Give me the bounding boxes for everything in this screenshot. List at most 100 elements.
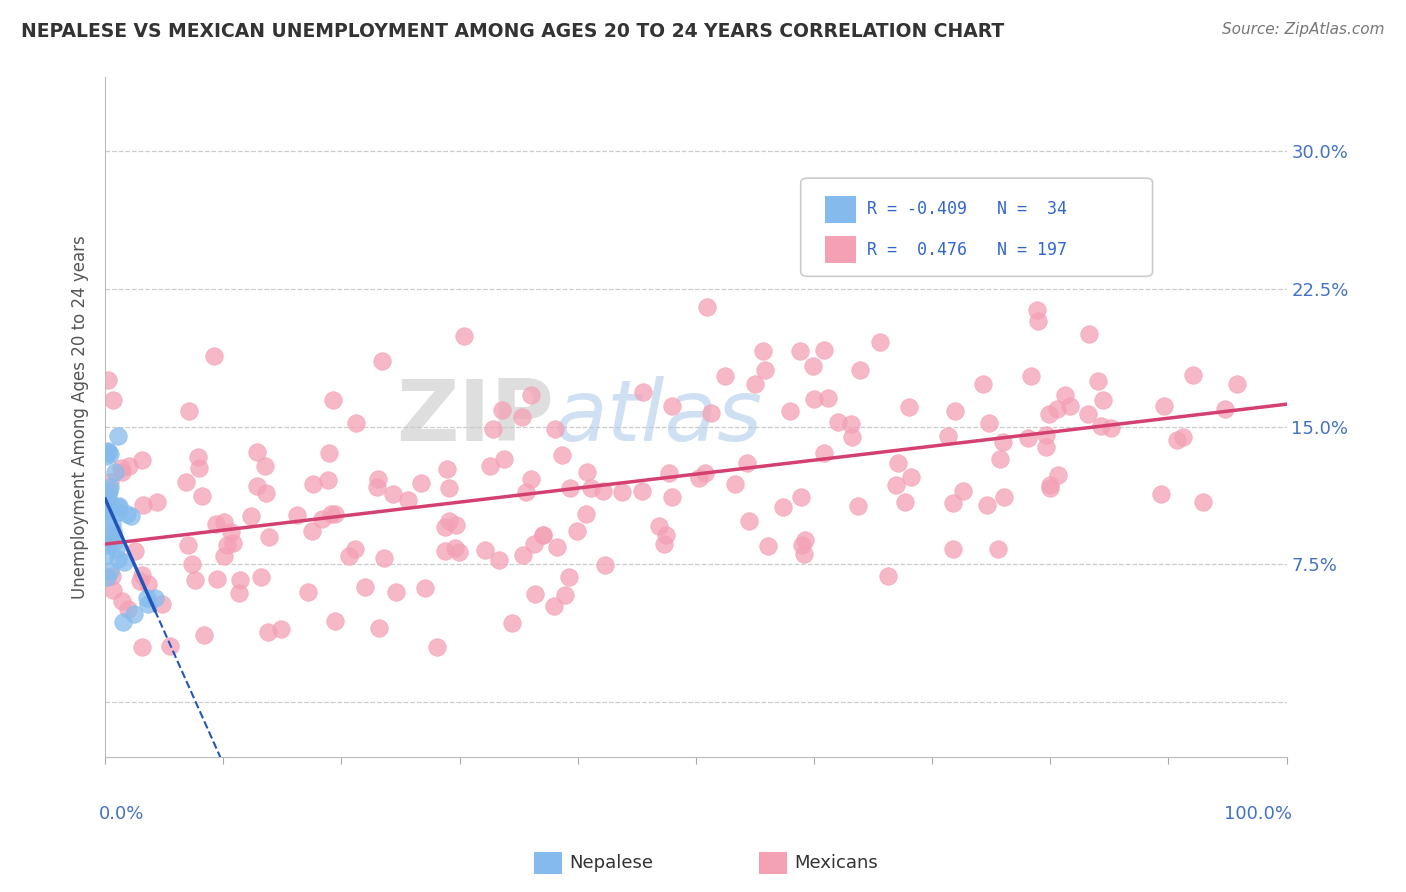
Point	[104, 541, 127, 556]
Point	[103, 392, 125, 407]
Point	[813, 343, 835, 357]
Point	[1150, 486, 1173, 500]
Point	[952, 483, 974, 498]
Point	[302, 476, 325, 491]
Point	[240, 509, 263, 524]
Point	[98, 475, 121, 490]
Point	[143, 591, 166, 605]
Point	[111, 593, 134, 607]
Point	[250, 570, 273, 584]
Point	[436, 462, 458, 476]
Point	[1039, 478, 1062, 492]
Point	[491, 403, 513, 417]
Point	[510, 409, 533, 424]
Point	[433, 543, 456, 558]
Point	[876, 569, 898, 583]
Point	[1192, 495, 1215, 509]
Point	[228, 586, 250, 600]
Point	[96, 548, 118, 562]
Point	[96, 500, 118, 515]
Point	[993, 490, 1015, 504]
Point	[98, 447, 121, 461]
Point	[841, 430, 863, 444]
Point	[107, 500, 129, 514]
Point	[991, 435, 1014, 450]
Point	[444, 518, 467, 533]
Point	[987, 542, 1010, 557]
Point	[790, 538, 813, 552]
Point	[319, 507, 342, 521]
Point	[700, 406, 723, 420]
Point	[543, 599, 565, 614]
Point	[131, 567, 153, 582]
Point	[96, 449, 118, 463]
Point	[661, 490, 683, 504]
Point	[449, 545, 471, 559]
Point	[1039, 481, 1062, 495]
Point	[132, 498, 155, 512]
Point	[648, 519, 671, 533]
Point	[544, 422, 567, 436]
Point	[104, 465, 127, 479]
Point	[515, 484, 537, 499]
Point	[373, 550, 395, 565]
Point	[382, 487, 405, 501]
Point	[97, 490, 120, 504]
Point	[1038, 408, 1060, 422]
Point	[1153, 400, 1175, 414]
Point	[754, 363, 776, 377]
Point	[1087, 374, 1109, 388]
Point	[839, 417, 862, 432]
Point	[111, 465, 134, 479]
Point	[942, 496, 965, 510]
Point	[191, 489, 214, 503]
Point	[159, 639, 181, 653]
Point	[714, 369, 737, 384]
Point	[884, 478, 907, 492]
Point	[898, 400, 921, 414]
Point	[444, 541, 467, 555]
Point	[353, 581, 375, 595]
Point	[1077, 327, 1099, 342]
Point	[1026, 314, 1049, 328]
Point	[488, 552, 510, 566]
Point	[117, 458, 139, 473]
Point	[285, 508, 308, 523]
Point	[437, 481, 460, 495]
Point	[789, 343, 811, 358]
Point	[254, 486, 277, 500]
Point	[869, 334, 891, 349]
Point	[297, 585, 319, 599]
Point	[311, 512, 333, 526]
Point	[253, 459, 276, 474]
Point	[558, 481, 581, 495]
Point	[1099, 420, 1122, 434]
Point	[633, 384, 655, 399]
Point	[107, 552, 129, 566]
Point	[97, 504, 120, 518]
Point	[631, 484, 654, 499]
Point	[193, 628, 215, 642]
Point	[592, 483, 614, 498]
Point	[96, 508, 118, 523]
Point	[97, 483, 120, 498]
Point	[1021, 368, 1043, 383]
Point	[97, 445, 120, 459]
Point	[478, 459, 501, 474]
Point	[751, 344, 773, 359]
Point	[366, 480, 388, 494]
Point	[371, 354, 394, 368]
Point	[501, 616, 523, 631]
Point	[212, 549, 235, 563]
Text: 100.0%: 100.0%	[1225, 805, 1292, 823]
Point	[270, 622, 292, 636]
Point	[323, 614, 346, 628]
Point	[367, 472, 389, 486]
Point	[531, 528, 554, 542]
Point	[318, 446, 340, 460]
Point	[849, 363, 872, 377]
Point	[96, 570, 118, 584]
Point	[813, 446, 835, 460]
Point	[257, 625, 280, 640]
Point	[612, 485, 634, 500]
